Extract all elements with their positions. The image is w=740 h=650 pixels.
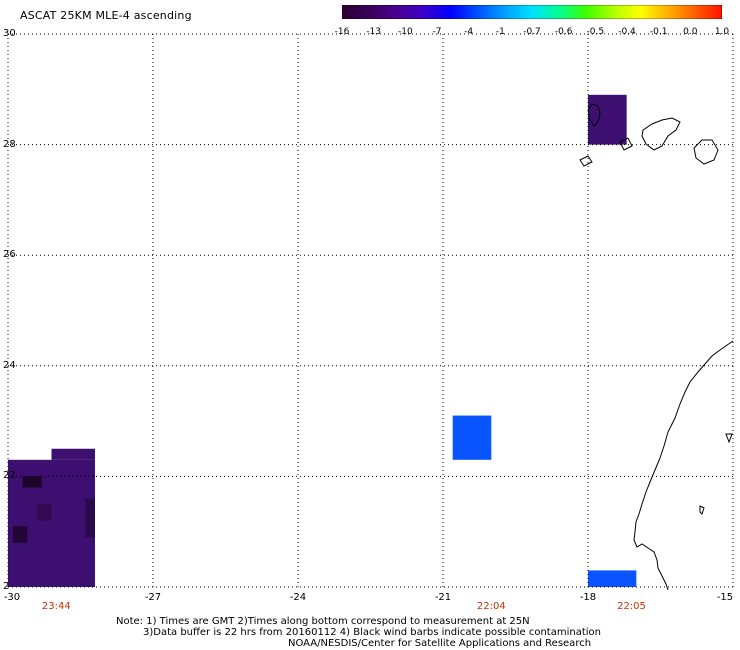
island-gomera [619,137,633,151]
lat-tick-label: 26 [3,249,16,261]
data-cell [51,448,95,460]
small-island-2 [699,505,705,515]
island-gran-canaria [693,139,719,165]
island-hierro [579,155,593,167]
data-cell [452,415,492,460]
lat-tick-label: 30 [3,28,16,39]
data-cell [588,94,627,145]
data-cell [85,498,95,538]
colorbar-label: -4 [464,27,474,37]
data-cell [22,476,42,488]
note-line-1: Note: 1) Times are GMT 2)Times along bot… [116,616,530,627]
colorbar-label: -0.7 [523,27,541,37]
lon-tick-label: -21 [434,592,452,603]
note-line-2: 3)Data buffer is 22 hrs from 20160112 4)… [143,627,601,638]
colorbar-label: -10 [397,27,413,37]
time-label: 23:44 [41,601,71,612]
colorbar-label: -16 [334,27,350,37]
data-cell [12,526,28,543]
lat-lon-grid [7,33,734,588]
colorbar [342,5,722,19]
lon-tick-label: -24 [289,592,307,603]
time-label: 22:05 [617,601,646,612]
island-tenerife [641,117,681,151]
colorbar-label: -0.4 [618,27,636,37]
colorbar-label: 1.0 [714,27,730,37]
data-cell [588,570,637,587]
data-cells [8,94,637,587]
colorbar-label: -13 [366,27,382,37]
lon-tick-label: -18 [579,592,597,603]
island-la-palma [587,103,601,127]
time-label: 22:04 [476,601,506,612]
colorbar-label: 0.0 [683,27,698,37]
coast-africa [633,340,734,591]
colorbar-label: -0.1 [649,27,668,37]
colorbar-labels: -16 -13 -10 -7 -4 -1 -0.7 -0.6 -0.5 -0.4 -0.1 0.0 1.… [320,27,740,39]
lon-tick-label: -15 [716,592,734,603]
lat-tick-label: 22 [3,470,16,482]
note-line-3: NOAA/NESDIS/Center for Satellite Applica… [288,638,592,649]
lat-tick-label: 28 [3,138,16,150]
lon-tick-label: -30 [3,592,21,603]
lat-tick-label: 2 [3,581,10,592]
data-cell [37,504,52,521]
map-title: ASCAT 25KM MLE-4 ascending [20,9,192,22]
lat-tick-label: 24 [3,359,16,371]
data-cell [8,459,95,587]
lon-tick-label: -27 [144,592,162,603]
coastline [579,103,734,591]
colorbar-label: -0.6 [554,27,573,37]
colorbar-label: -1 [495,27,505,37]
colorbar-label: -7 [432,27,442,37]
small-island-1 [725,433,733,444]
colorbar-label: -0.5 [586,27,605,37]
